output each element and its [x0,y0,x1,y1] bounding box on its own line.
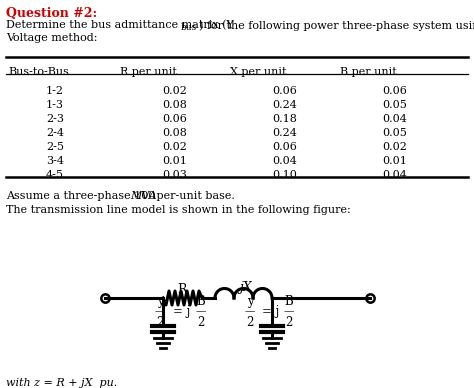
Text: Determine the bus admittance matrix (Y: Determine the bus admittance matrix (Y [6,20,234,30]
Text: 0.04: 0.04 [383,114,408,124]
Text: 0.02: 0.02 [163,142,187,152]
Text: 2: 2 [285,316,292,329]
Text: 4-5: 4-5 [46,170,64,180]
Text: = j: = j [262,305,279,319]
Text: B per unit: B per unit [340,67,397,77]
Text: 2-4: 2-4 [46,128,64,138]
Text: 0.04: 0.04 [273,156,298,166]
Text: Assume a three-phase 100: Assume a three-phase 100 [6,191,159,201]
Text: 0.08: 0.08 [163,100,187,110]
Text: 0.02: 0.02 [163,86,187,96]
Text: ) for the following power three-phase system using Node-: ) for the following power three-phase sy… [199,20,474,31]
Text: 0.04: 0.04 [383,170,408,180]
Text: R: R [178,283,187,296]
Text: 2-5: 2-5 [46,142,64,152]
Text: 0.06: 0.06 [273,142,298,152]
Text: 0.02: 0.02 [383,142,408,152]
Text: = j: = j [173,305,190,319]
Text: per-unit base.: per-unit base. [153,191,235,201]
Text: y: y [157,295,164,308]
Text: Voltage method:: Voltage method: [6,33,98,43]
Text: 0.24: 0.24 [273,128,298,138]
Text: 0.05: 0.05 [383,128,408,138]
Text: jX: jX [239,281,252,294]
Text: 2: 2 [197,316,205,329]
Text: —: — [155,308,165,317]
Text: Question #2:: Question #2: [6,7,97,20]
Text: 0.06: 0.06 [273,86,298,96]
Text: R per unit: R per unit [120,67,177,77]
Text: 0.01: 0.01 [163,156,187,166]
Text: MVA: MVA [130,191,156,201]
Text: Bus-to-Bus: Bus-to-Bus [8,67,69,77]
Text: 0.06: 0.06 [383,86,408,96]
Text: 2: 2 [156,316,164,329]
Text: 1-3: 1-3 [46,100,64,110]
Text: —: — [245,308,255,317]
Text: bus: bus [181,23,197,32]
Text: —: — [284,308,294,317]
Text: 0.10: 0.10 [273,170,298,180]
Text: 0.05: 0.05 [383,100,408,110]
Text: 0.01: 0.01 [383,156,408,166]
Text: X per unit: X per unit [230,67,286,77]
Text: 2-3: 2-3 [46,114,64,124]
Text: y: y [246,295,253,308]
Text: 0.08: 0.08 [163,128,187,138]
Text: 0.03: 0.03 [163,170,187,180]
Text: The transmission line model is shown in the following figure:: The transmission line model is shown in … [6,205,351,215]
Text: 3-4: 3-4 [46,156,64,166]
Text: with z = R + jX  pu.: with z = R + jX pu. [6,378,117,388]
Text: 0.18: 0.18 [273,114,298,124]
Text: B: B [284,295,293,308]
Text: —: — [196,308,206,317]
Text: 1-2: 1-2 [46,86,64,96]
Text: 2: 2 [246,316,254,329]
Text: B: B [197,295,205,308]
Text: 0.24: 0.24 [273,100,298,110]
Text: 0.06: 0.06 [163,114,187,124]
